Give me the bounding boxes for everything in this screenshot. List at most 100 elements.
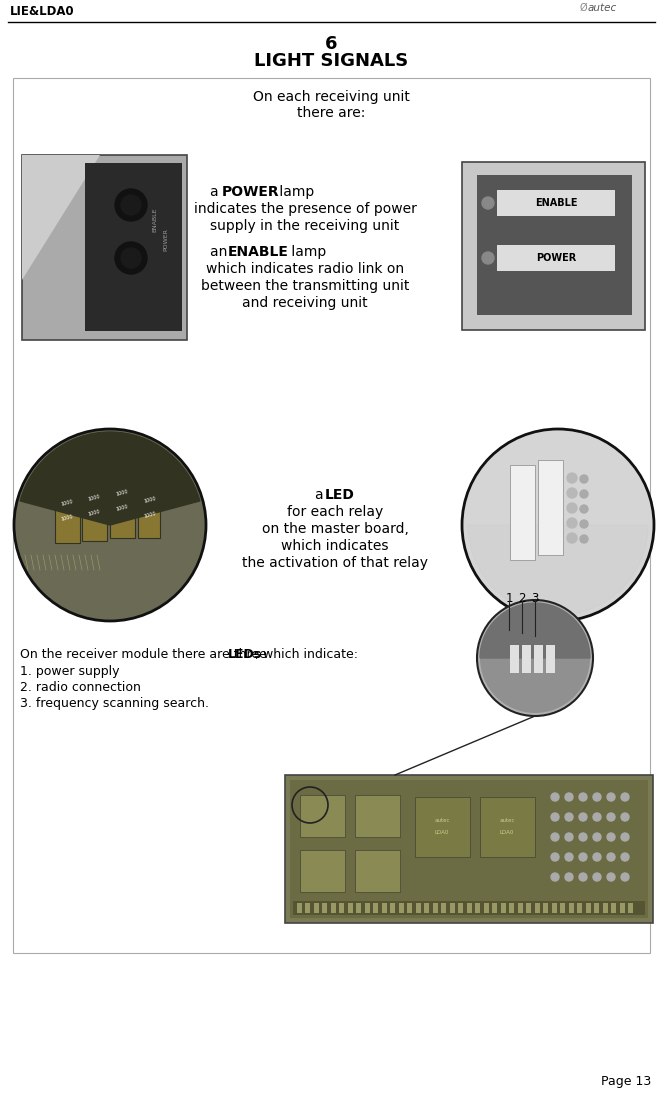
Circle shape [14,429,206,621]
FancyBboxPatch shape [450,903,455,913]
FancyBboxPatch shape [569,903,574,913]
Text: 1000: 1000 [60,499,74,507]
Circle shape [565,833,573,841]
Text: 1: 1 [505,592,512,606]
Text: an: an [210,245,232,260]
FancyBboxPatch shape [300,850,345,892]
Text: a: a [315,488,328,502]
FancyBboxPatch shape [518,903,523,913]
Text: which indicates radio link on: which indicates radio link on [206,262,404,276]
FancyBboxPatch shape [138,475,160,538]
FancyBboxPatch shape [509,903,514,913]
FancyBboxPatch shape [331,903,336,913]
Circle shape [593,793,601,802]
Circle shape [580,489,588,498]
Text: autec: autec [499,818,514,822]
FancyBboxPatch shape [416,903,421,913]
Text: 1000: 1000 [88,509,101,517]
Text: POWER: POWER [222,185,280,199]
FancyBboxPatch shape [365,903,370,913]
FancyBboxPatch shape [415,797,470,857]
Text: ENABLE: ENABLE [228,245,289,260]
FancyBboxPatch shape [462,162,645,330]
FancyBboxPatch shape [399,903,404,913]
Circle shape [607,833,615,841]
Circle shape [607,812,615,821]
Circle shape [580,535,588,543]
Text: LDA0: LDA0 [435,830,450,834]
Circle shape [580,520,588,528]
FancyBboxPatch shape [510,465,535,560]
FancyBboxPatch shape [82,473,107,541]
Text: autec: autec [434,818,450,822]
Circle shape [567,473,577,483]
FancyBboxPatch shape [300,795,345,837]
FancyBboxPatch shape [629,903,634,913]
FancyBboxPatch shape [595,903,599,913]
FancyBboxPatch shape [433,903,438,913]
Circle shape [621,853,629,861]
FancyBboxPatch shape [544,903,548,913]
FancyBboxPatch shape [493,903,497,913]
Text: POWER: POWER [164,229,168,252]
FancyBboxPatch shape [408,903,412,913]
Text: 1000: 1000 [115,489,129,497]
FancyBboxPatch shape [535,903,540,913]
FancyBboxPatch shape [373,903,379,913]
Wedge shape [20,433,200,525]
Circle shape [579,853,587,861]
FancyBboxPatch shape [611,903,617,913]
Circle shape [593,873,601,881]
FancyBboxPatch shape [603,903,608,913]
Circle shape [567,503,577,512]
Circle shape [621,812,629,821]
Text: between the transmitting unit: between the transmitting unit [201,279,409,293]
Circle shape [115,242,147,274]
Text: Ø: Ø [580,3,587,13]
FancyBboxPatch shape [442,903,446,913]
FancyBboxPatch shape [357,903,361,913]
Circle shape [567,488,577,498]
Circle shape [593,833,601,841]
FancyBboxPatch shape [577,903,583,913]
Text: 1000: 1000 [88,494,101,502]
FancyBboxPatch shape [480,797,535,857]
Text: Page 13: Page 13 [601,1075,651,1088]
FancyBboxPatch shape [322,903,328,913]
Circle shape [482,252,494,264]
FancyBboxPatch shape [339,903,345,913]
Circle shape [621,873,629,881]
Circle shape [565,873,573,881]
Text: 1000: 1000 [60,514,74,522]
Text: LEDs: LEDs [228,648,262,661]
FancyBboxPatch shape [355,850,400,892]
Text: 2. radio connection: 2. radio connection [20,681,141,694]
Text: for each relay: for each relay [287,505,383,519]
Polygon shape [22,155,100,280]
Circle shape [567,533,577,543]
Circle shape [579,873,587,881]
Text: ENABLE: ENABLE [152,208,158,232]
Circle shape [551,833,559,841]
Text: a: a [210,185,223,199]
Text: On the receiver module there are three: On the receiver module there are three [20,648,271,661]
FancyBboxPatch shape [538,460,563,555]
Text: 6: 6 [325,35,337,53]
FancyBboxPatch shape [510,645,519,673]
Circle shape [579,812,587,821]
Circle shape [121,195,141,215]
FancyBboxPatch shape [546,645,555,673]
Text: there are:: there are: [297,106,365,120]
FancyBboxPatch shape [467,903,472,913]
Wedge shape [480,603,590,658]
Text: indicates the presence of power: indicates the presence of power [194,201,416,216]
Text: the activation of that relay: the activation of that relay [242,556,428,570]
FancyBboxPatch shape [459,903,463,913]
Text: 2: 2 [518,592,526,606]
Circle shape [551,873,559,881]
FancyBboxPatch shape [348,903,353,913]
FancyBboxPatch shape [586,903,591,913]
Circle shape [565,793,573,802]
Text: lamp: lamp [275,185,314,199]
Circle shape [482,197,494,209]
